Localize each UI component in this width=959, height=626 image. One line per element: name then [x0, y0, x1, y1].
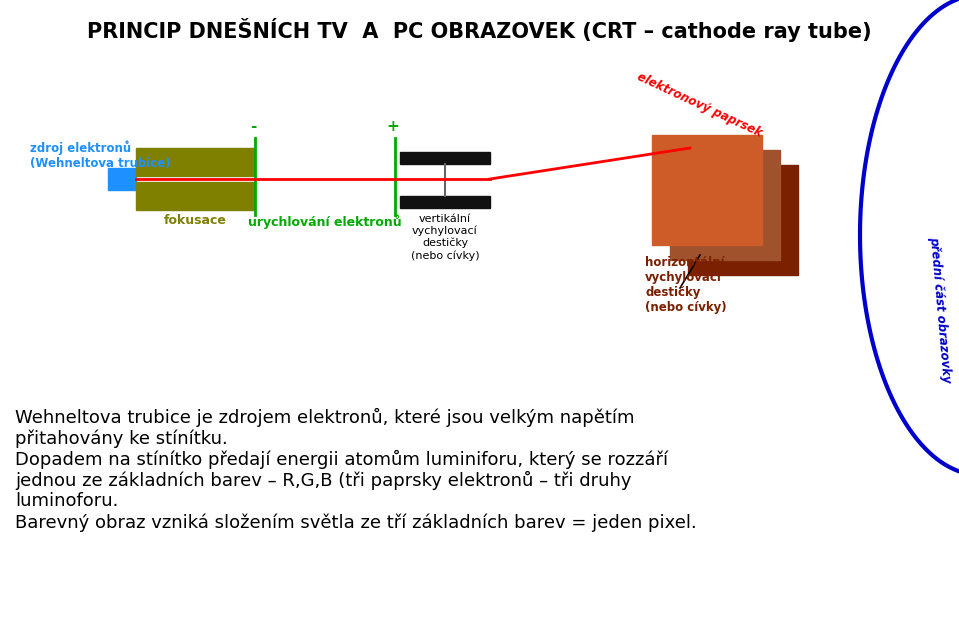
Bar — [652, 135, 762, 245]
Text: Barevný obraz vzniká složením světla ze tří základních barev = jeden pixel.: Barevný obraz vzniká složením světla ze … — [15, 513, 697, 531]
Text: zdroj elektronů
(Wehneltova trubice): zdroj elektronů (Wehneltova trubice) — [30, 140, 171, 170]
Text: horizontální
vychylovací
destičky
(nebo cívky): horizontální vychylovací destičky (nebo … — [645, 256, 727, 314]
Text: luminoforu.: luminoforu. — [15, 492, 118, 510]
Text: Dopadem na stínítko předají energii atomům luminiforu, který se rozzáří: Dopadem na stínítko předají energii atom… — [15, 450, 668, 469]
Text: jednou ze základních barev – R,G,B (tři paprsky elektronů – tři druhy: jednou ze základních barev – R,G,B (tři … — [15, 471, 631, 490]
Text: urychlování elektronů: urychlování elektronů — [248, 214, 402, 228]
Text: fokusace: fokusace — [164, 214, 226, 227]
Text: vertikální
vychylovací
destičky
(nebo cívky): vertikální vychylovací destičky (nebo cí… — [410, 214, 480, 260]
Bar — [670, 150, 780, 260]
Text: PRINCIP DNEŠNÍCH TV  A  PC OBRAZOVEK (CRT – cathode ray tube): PRINCIP DNEŠNÍCH TV A PC OBRAZOVEK (CRT … — [86, 18, 872, 42]
Bar — [688, 165, 798, 275]
Bar — [108, 168, 136, 190]
Text: +: + — [386, 119, 399, 134]
Bar — [136, 182, 254, 210]
Bar — [400, 152, 490, 164]
Text: -: - — [249, 119, 256, 134]
Bar — [400, 196, 490, 208]
Bar — [136, 148, 254, 176]
Text: Wehneltova trubice je zdrojem elektronů, které jsou velkým napětím: Wehneltova trubice je zdrojem elektronů,… — [15, 408, 635, 427]
Text: elektronový paprsek: elektronový paprsek — [636, 70, 764, 140]
Text: přitahovány ke stínítku.: přitahovány ke stínítku. — [15, 429, 227, 448]
Text: přední část obrazovky: přední část obrazovky — [927, 236, 953, 384]
